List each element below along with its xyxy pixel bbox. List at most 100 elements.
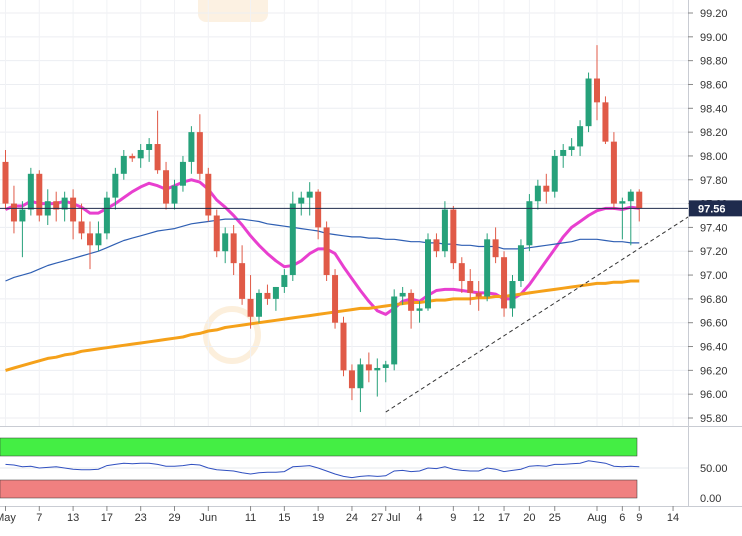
price-tick-label-10: 97.20 (700, 246, 728, 258)
time-tick-label-11: 27 Jul (371, 512, 400, 524)
candle-34 (289, 191, 296, 282)
candle-50 (425, 233, 431, 311)
candle-body-10 (87, 233, 93, 246)
candle-body-56 (475, 292, 482, 297)
candle-body-59 (501, 257, 508, 309)
candle-body-48 (408, 292, 415, 311)
candle-69 (585, 72, 592, 133)
candle-21 (179, 155, 186, 192)
candle-body-0 (2, 161, 9, 204)
candle-body-17 (146, 144, 153, 150)
candle-63 (534, 179, 541, 210)
candle-body-13 (112, 173, 119, 198)
candle-0 (2, 149, 9, 210)
candle-40 (340, 316, 347, 377)
candle-body-41 (348, 370, 355, 389)
candle-body-38 (323, 227, 330, 276)
moving-average-1 (5, 218, 640, 282)
moving-average-2 (5, 279, 640, 372)
candle-53 (450, 205, 457, 270)
candle-68 (577, 120, 584, 156)
candle-body-1 (10, 203, 17, 222)
watermark (198, 0, 623, 508)
candle-body-3 (27, 173, 34, 210)
oscillator-panel (0, 437, 688, 499)
candle-2 (19, 201, 26, 258)
candle-body-73 (619, 201, 626, 204)
price-tick-label-11: 97.00 (700, 270, 728, 282)
candle-19 (163, 161, 170, 210)
candle-65 (551, 149, 558, 198)
candle-body-29 (247, 298, 254, 317)
candle-body-25 (213, 215, 220, 252)
candle-body-51 (433, 239, 440, 252)
candle-body-11 (95, 233, 102, 246)
price-tick-label-2: 98.80 (700, 56, 728, 68)
candle-46 (391, 289, 398, 371)
candle-body-64 (543, 185, 550, 192)
candle-body-50 (425, 239, 431, 309)
candle-48 (408, 289, 415, 329)
candle-body-37 (315, 191, 322, 228)
price-tick-label-15: 96.20 (700, 365, 728, 377)
price-tick-label-14: 96.40 (700, 342, 728, 354)
candle-body-26 (222, 233, 229, 252)
time-tick-label-10: 24 (346, 512, 358, 524)
price-tick-label-12: 96.80 (700, 294, 728, 306)
candle-4 (36, 170, 43, 222)
candle-20 (171, 179, 178, 210)
candle-57 (484, 233, 491, 302)
candle-body-61 (517, 245, 524, 282)
candle-body-55 (467, 281, 474, 293)
candle-body-49 (416, 308, 423, 311)
candlesticks (2, 45, 643, 413)
candle-body-42 (357, 364, 364, 389)
candle-47 (399, 286, 406, 305)
time-tick-label-15: 17 (498, 512, 510, 524)
candle-16 (137, 144, 144, 168)
price-tick-label-6: 98.00 (700, 151, 728, 163)
price-tick-label-0: 99.20 (700, 8, 728, 20)
candle-body-2 (19, 209, 26, 222)
candle-body-57 (484, 239, 491, 297)
candle-body-53 (450, 209, 457, 264)
candle-body-18 (154, 144, 161, 171)
time-tick-label-0: May (0, 512, 16, 524)
price-tick-label-16: 96.00 (700, 389, 728, 401)
candle-59 (501, 251, 508, 317)
candle-body-31 (264, 292, 271, 299)
candle-body-62 (526, 201, 533, 246)
candle-body-74 (627, 191, 634, 202)
candle-body-47 (399, 292, 406, 297)
support-trendline (385, 207, 702, 413)
candle-body-4 (36, 173, 43, 216)
time-tick-label-12: 4 (416, 512, 422, 524)
candle-body-23 (196, 132, 203, 174)
candle-body-12 (103, 197, 110, 234)
axes: 99.20 99.00 98.80 98.60 98.40 98.20 98.00 97.80… (0, 0, 742, 524)
candle-71 (602, 96, 609, 145)
candle-body-8 (70, 197, 77, 222)
candle-43 (365, 352, 372, 383)
candle-36 (306, 182, 313, 216)
candle-body-46 (391, 296, 398, 365)
candle-body-24 (205, 173, 212, 216)
candle-30 (256, 289, 262, 323)
candle-64 (543, 173, 550, 204)
time-tick-label-13: 9 (450, 512, 456, 524)
time-tick-label-1: 7 (36, 512, 42, 524)
candle-body-69 (585, 78, 592, 127)
candle-body-58 (492, 239, 499, 258)
oscillator-line (5, 460, 640, 479)
price-tick-label-5: 98.20 (700, 127, 728, 139)
candle-66 (560, 144, 567, 168)
time-tick-label-8: 15 (278, 512, 290, 524)
candle-60 (509, 275, 516, 317)
candle-body-20 (171, 185, 178, 204)
candle-41 (348, 364, 355, 401)
candle-33 (281, 269, 288, 293)
candle-28 (239, 245, 246, 305)
candle-body-39 (332, 275, 339, 323)
